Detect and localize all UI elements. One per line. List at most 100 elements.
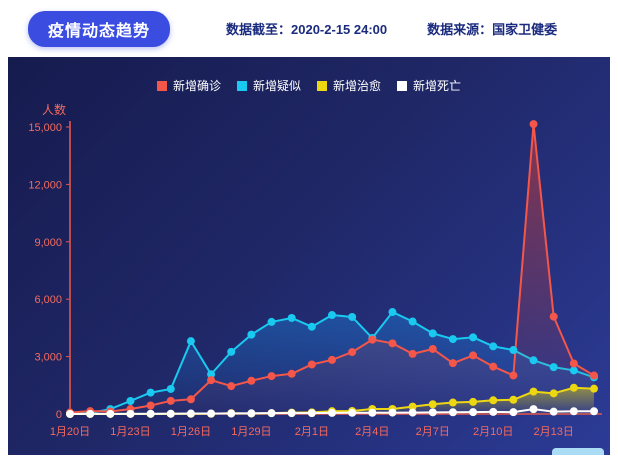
- data-point-deaths: [126, 409, 135, 418]
- data-point-confirmed: [307, 360, 316, 369]
- data-point-suspected: [307, 322, 316, 331]
- x-tick-label: 2月13日: [534, 426, 574, 438]
- data-point-deaths: [66, 409, 74, 418]
- data-point-deaths: [569, 407, 578, 416]
- data-point-confirmed: [590, 371, 598, 380]
- data-point-suspected: [448, 335, 457, 344]
- data-point-confirmed: [146, 401, 155, 410]
- legend-label-suspected: 新增疑似: [252, 79, 301, 93]
- data-point-deaths: [348, 408, 357, 417]
- legend-label-cured: 新增治愈: [333, 79, 382, 93]
- series-area-confirmed: [70, 124, 594, 414]
- x-tick-label: 1月29日: [231, 426, 271, 438]
- data-point-confirmed: [166, 396, 175, 405]
- data-point-deaths: [186, 409, 195, 418]
- data-point-confirmed: [408, 349, 417, 358]
- data-point-suspected: [509, 346, 518, 355]
- data-point-deaths: [207, 409, 216, 418]
- y-tick-label: 0: [56, 409, 62, 421]
- data-point-confirmed: [247, 376, 256, 385]
- data-point-suspected: [469, 333, 478, 342]
- data-point-confirmed: [287, 369, 296, 378]
- chart-panel: 新增确诊 新增疑似 新增治愈 新增死亡 人数 0 3,000 6,000 9,000 12,0…: [8, 57, 610, 455]
- data-point-confirmed: [569, 359, 578, 368]
- data-point-cured: [408, 402, 417, 411]
- data-point-confirmed: [529, 120, 538, 129]
- y-tick-label: 15,000: [28, 122, 62, 134]
- legend-item-confirmed[interactable]: 新增确诊: [156, 77, 221, 94]
- data-point-deaths: [307, 409, 316, 418]
- data-point-confirmed: [388, 339, 397, 348]
- y-axis-title: 人数: [42, 103, 67, 117]
- data-point-suspected: [529, 356, 538, 365]
- data-point-suspected: [166, 384, 175, 393]
- legend-item-suspected[interactable]: 新增疑似: [236, 77, 301, 94]
- legend-item-cured[interactable]: 新增治愈: [317, 77, 381, 94]
- data-point-confirmed: [348, 348, 357, 357]
- data-point-suspected: [328, 311, 336, 320]
- data-point-cured: [590, 384, 598, 393]
- y-tick-label: 9,000: [34, 237, 62, 249]
- x-tick-label: 1月20日: [50, 426, 90, 438]
- data-point-deaths: [469, 408, 478, 417]
- x-tick-label: 2月4日: [355, 426, 389, 438]
- data-point-confirmed: [328, 355, 336, 364]
- data-point-deaths: [287, 409, 296, 418]
- x-tick-label: 2月10日: [473, 426, 513, 438]
- data-point-confirmed: [489, 362, 498, 371]
- data-point-suspected: [287, 313, 296, 322]
- data-point-deaths: [146, 409, 155, 418]
- data-point-suspected: [126, 396, 135, 405]
- data-point-confirmed: [186, 395, 195, 404]
- legend-swatch-cured: [317, 80, 327, 91]
- data-point-deaths: [408, 408, 417, 417]
- legend-swatch-suspected: [236, 80, 247, 91]
- data-point-deaths: [489, 407, 498, 416]
- data-point-confirmed: [549, 312, 558, 321]
- data-point-suspected: [227, 347, 236, 356]
- data-point-suspected: [549, 363, 558, 372]
- x-tick-label: 1月23日: [110, 426, 150, 438]
- data-point-suspected: [388, 308, 397, 317]
- data-point-deaths: [86, 409, 95, 418]
- data-point-suspected: [569, 366, 578, 375]
- legend-item-deaths[interactable]: 新增死亡: [397, 77, 461, 94]
- data-point-deaths: [388, 408, 397, 417]
- data-point-suspected: [207, 370, 216, 379]
- data-point-cured: [469, 397, 478, 406]
- legend-swatch-confirmed: [156, 80, 167, 91]
- data-point-confirmed: [368, 335, 377, 344]
- data-point-confirmed: [428, 344, 437, 353]
- data-point-deaths: [166, 409, 175, 418]
- bottom-right-cutoff-element: [552, 448, 604, 455]
- y-tick-label: 6,000: [34, 294, 62, 306]
- title-badge: 疫情动态趋势: [28, 10, 171, 47]
- data-point-cured: [509, 395, 518, 404]
- data-point-confirmed: [448, 359, 457, 368]
- data-point-cured: [489, 396, 498, 405]
- data-point-suspected: [489, 342, 498, 351]
- data-as-of-text: 数据截至：2020-2-15 24:00: [226, 22, 388, 37]
- data-point-suspected: [408, 317, 417, 326]
- data-point-cured: [549, 389, 558, 398]
- data-point-suspected: [186, 337, 195, 346]
- data-point-deaths: [529, 405, 538, 414]
- header: 疫情动态趋势 数据截至：2020-2-15 24:00 数据来源：国家卫健委: [0, 0, 618, 57]
- data-point-deaths: [368, 408, 377, 417]
- data-point-deaths: [549, 407, 558, 416]
- x-tick-label: 2月1日: [295, 426, 329, 438]
- data-point-cured: [569, 383, 578, 392]
- trend-line-chart: 0 3,000 6,000 9,000 12,000 15,000 1月20日 1月23日 1月…: [28, 120, 602, 438]
- x-tick-label: 1月26日: [171, 426, 211, 438]
- data-point-suspected: [348, 312, 357, 321]
- series-area-cured: [70, 387, 594, 414]
- data-point-cured: [448, 398, 457, 407]
- data-point-confirmed: [509, 371, 518, 380]
- data-point-confirmed: [469, 351, 478, 360]
- data-source-text: 数据来源：国家卫健委: [427, 22, 558, 37]
- data-point-deaths: [428, 408, 437, 417]
- data-point-confirmed: [267, 372, 276, 381]
- data-point-deaths: [328, 408, 336, 417]
- chart-legend: 新增确诊 新增疑似 新增治愈 新增死亡: [8, 77, 610, 94]
